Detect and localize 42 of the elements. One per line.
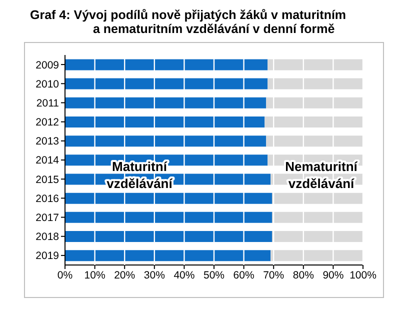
y-tick-label: 2013 — [36, 136, 60, 148]
x-tick-label: 30% — [144, 269, 165, 282]
y-tick-label: 2014 — [36, 154, 60, 167]
bar — [65, 78, 268, 90]
bar — [65, 97, 266, 108]
x-tick-label: 70% — [263, 269, 284, 282]
x-tick-label: 50% — [203, 269, 225, 282]
x-tick-label: 0% — [57, 269, 73, 282]
chart-title: Graf 4: Vývoj podílů nově přijatých žáků v maturitním a nematuritním vzdělávání v denní formě — [30, 8, 348, 36]
bar — [272, 231, 363, 242]
x-tick-label: 100% — [350, 269, 376, 282]
y-tick-label: 2009 — [36, 59, 60, 72]
bar — [65, 136, 266, 147]
x-tick-label: 80% — [292, 269, 314, 282]
bar — [266, 136, 363, 147]
y-tick-label: 2019 — [36, 250, 60, 262]
bar — [268, 78, 363, 90]
bar — [270, 250, 363, 262]
bar — [65, 59, 268, 70]
x-tick-label: 20% — [114, 269, 136, 282]
y-tick-label: 2015 — [36, 174, 60, 186]
y-tick-label: 2017 — [36, 212, 60, 224]
bar — [65, 231, 272, 242]
annotation: Nematuritní vzdělávání — [285, 159, 358, 192]
bar — [266, 97, 363, 108]
bar — [264, 116, 363, 128]
bar — [65, 116, 265, 128]
y-tick-label: 2012 — [36, 116, 60, 129]
x-tick-label: 40% — [174, 269, 195, 282]
x-tick-label: 90% — [322, 269, 344, 282]
y-tick-label: 2018 — [36, 231, 60, 244]
x-tick-label: 60% — [233, 269, 254, 282]
y-tick-label: 2010 — [36, 78, 60, 90]
bar — [65, 192, 272, 204]
y-tick-label: 2016 — [36, 192, 60, 205]
bar — [272, 212, 363, 223]
y-tick-label: 2011 — [36, 97, 60, 110]
bar — [272, 192, 363, 204]
bar — [268, 59, 363, 70]
x-tick-label: 10% — [84, 269, 106, 282]
bar — [65, 250, 271, 262]
bar — [65, 212, 272, 223]
